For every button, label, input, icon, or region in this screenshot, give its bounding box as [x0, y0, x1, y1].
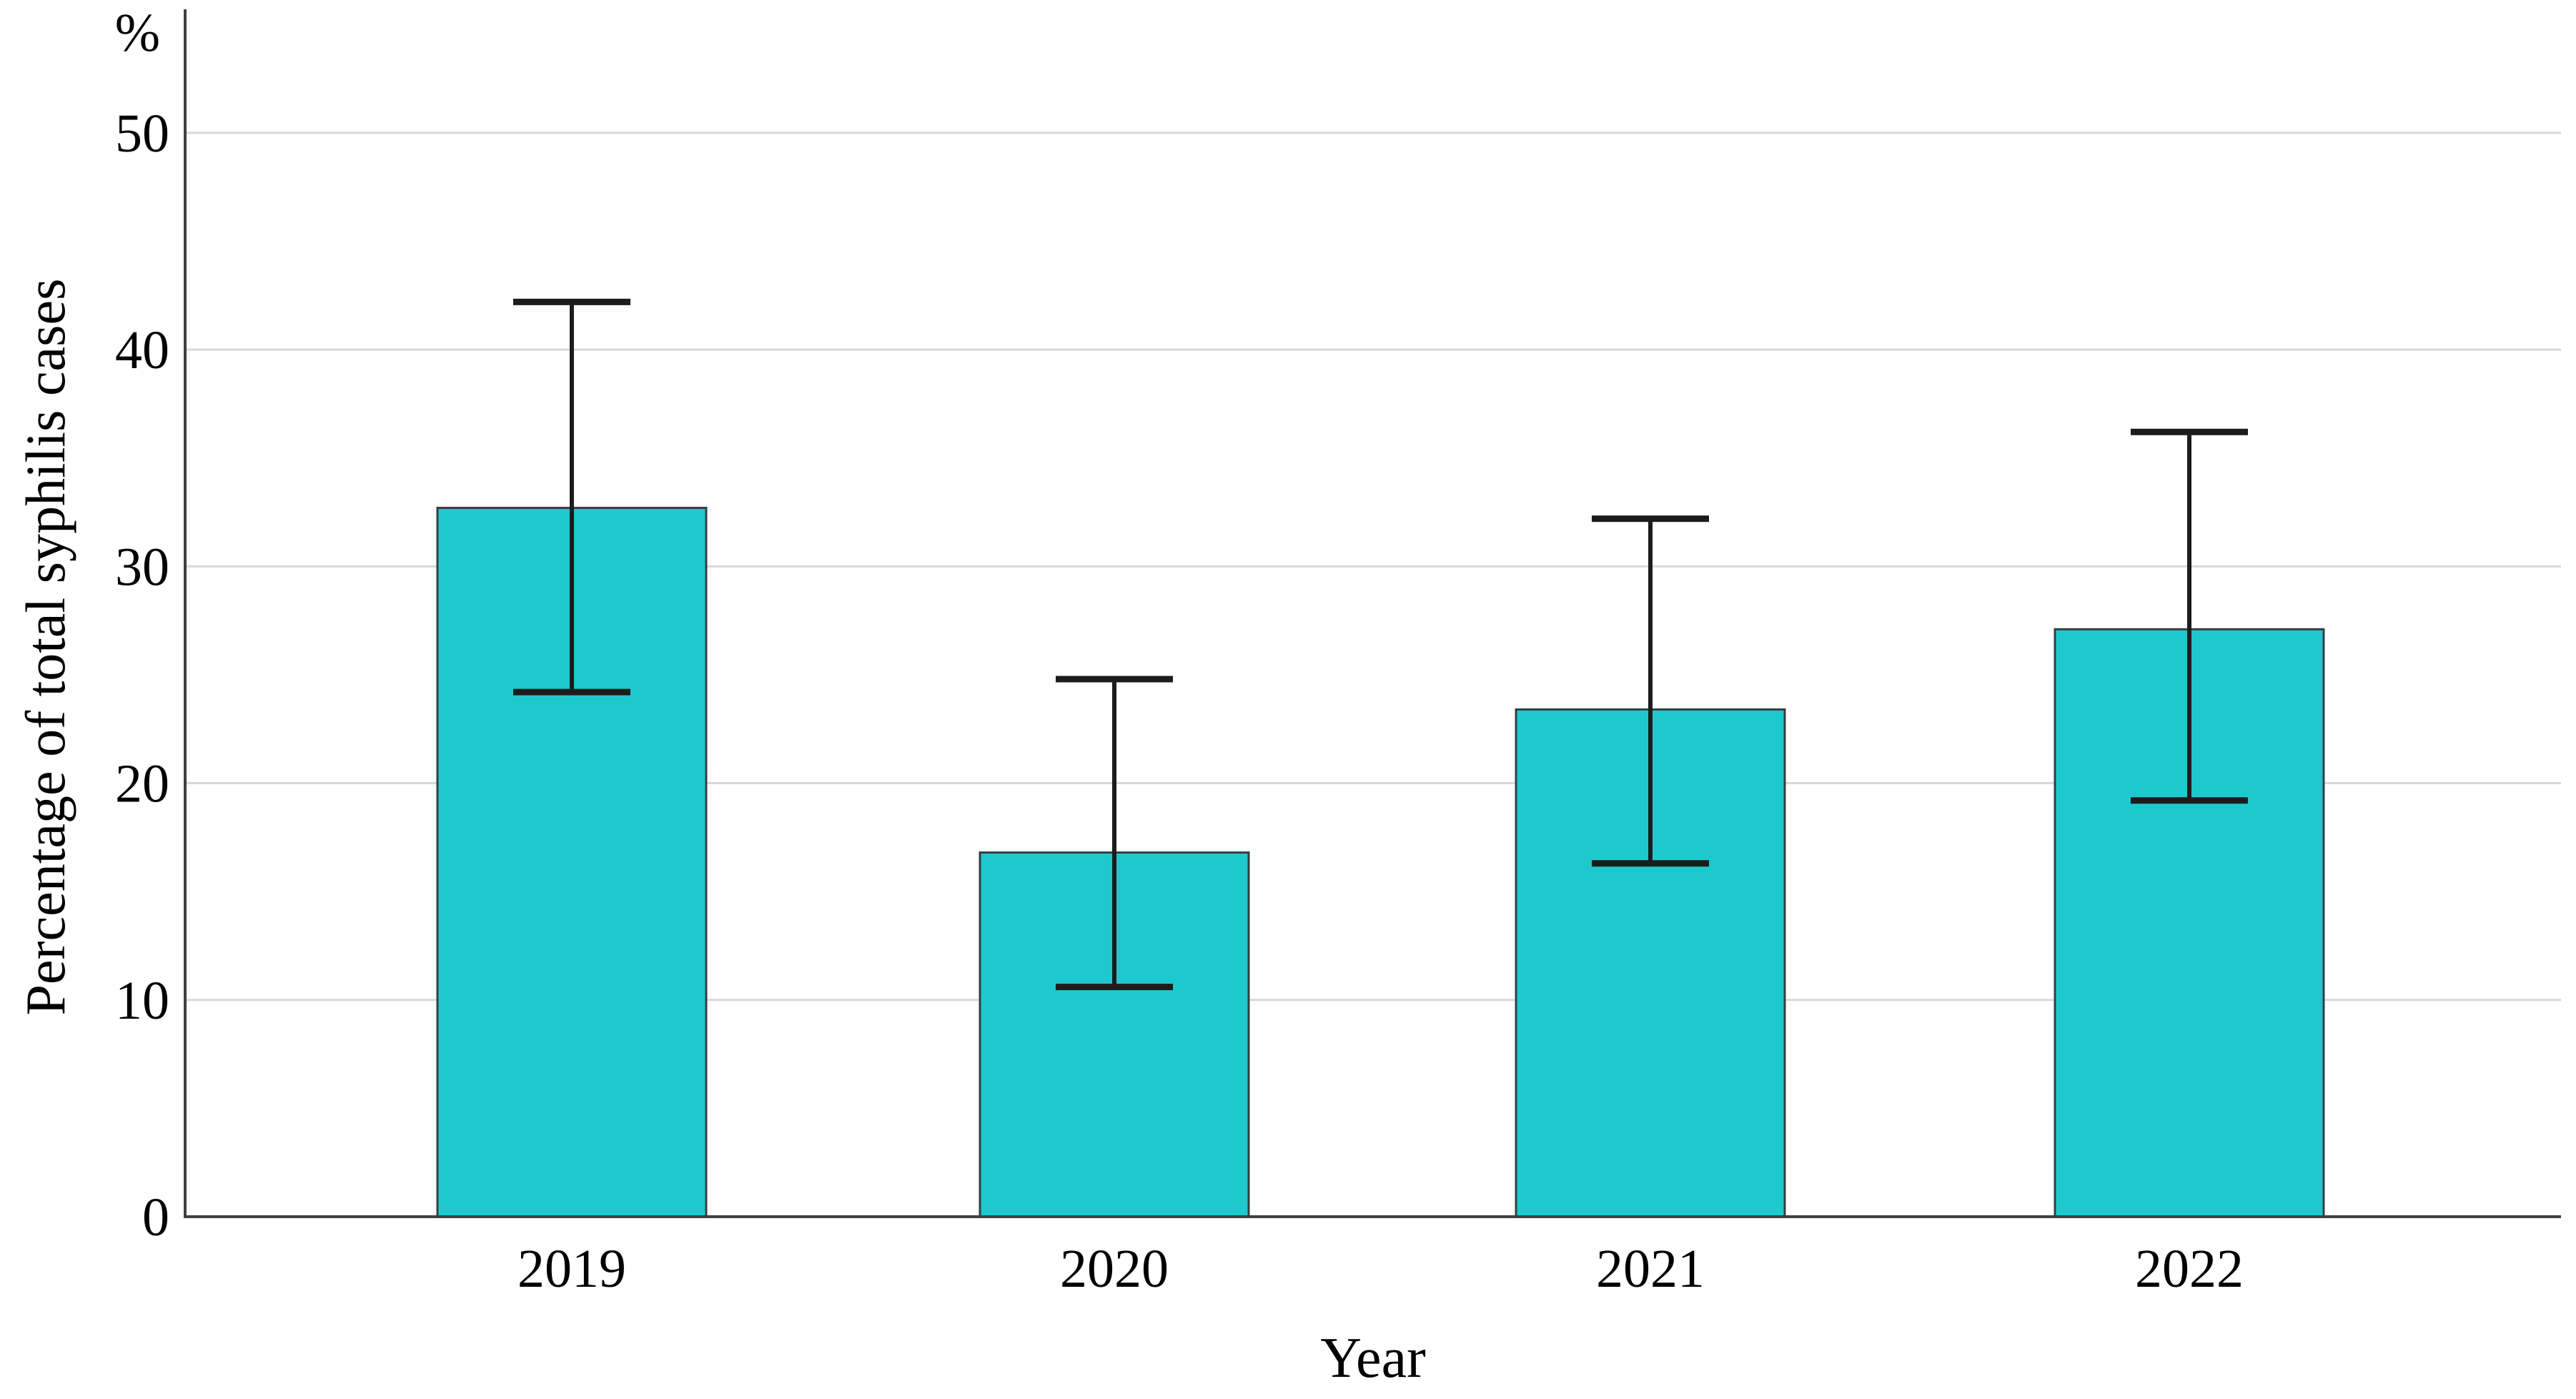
y-tick-label-50: 50	[115, 104, 169, 164]
y-tick-label-20: 20	[115, 754, 169, 814]
y-tick-label-40: 40	[115, 320, 169, 380]
y-tick-label-30: 30	[115, 537, 169, 597]
x-tick-label-2022: 2022	[2135, 1239, 2244, 1299]
y-tick-label-0: 0	[142, 1187, 169, 1247]
bar-2020	[979, 851, 1250, 1218]
y-axis-unit-label: %	[114, 3, 160, 63]
x-tick-label-2021: 2021	[1596, 1239, 1705, 1299]
y-tick-label-10: 10	[115, 971, 169, 1031]
y-axis-title: Percentage of total syphilis cases	[14, 278, 76, 1016]
x-tick-label-2019: 2019	[517, 1239, 626, 1299]
x-tick-label-2020: 2020	[1060, 1239, 1169, 1299]
x-axis-title: Year	[1320, 1327, 1426, 1390]
